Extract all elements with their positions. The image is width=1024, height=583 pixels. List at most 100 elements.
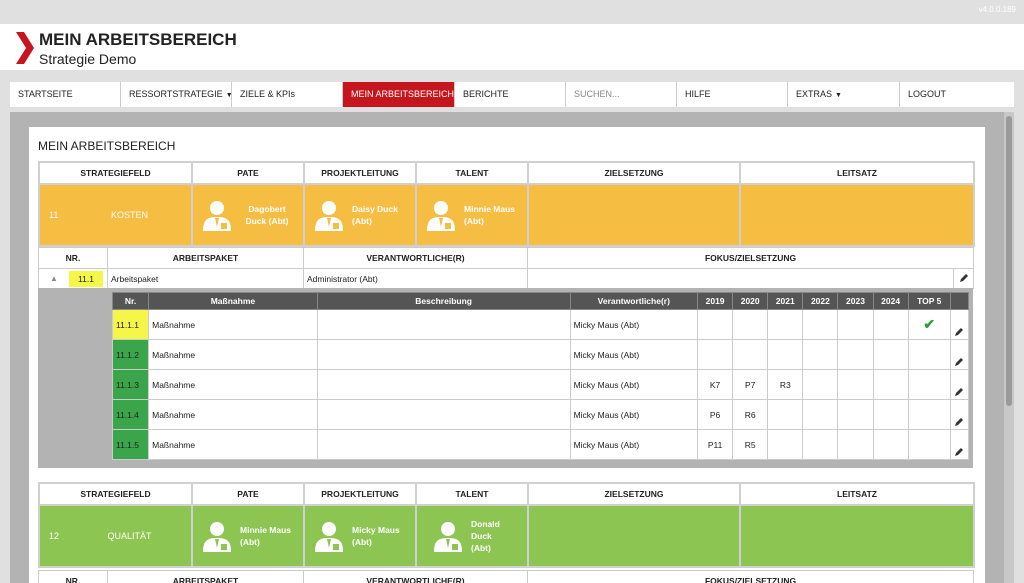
edit-button[interactable] [949, 399, 970, 430]
measure-header-year: 2024 [872, 292, 909, 310]
nav-mein-arbeitsbereich[interactable]: MEIN ARBEITSBEREICH [343, 82, 455, 107]
leitsatz-cell [739, 504, 975, 568]
strategy-field-name: QUALITÄT [107, 531, 152, 541]
edit-button[interactable] [949, 429, 970, 460]
measure-year-2022 [802, 399, 839, 430]
measure-year-2024 [872, 399, 909, 430]
scrollbar[interactable] [1004, 112, 1014, 583]
measure-name: Maßnahme [148, 429, 318, 460]
measure-year-2019: P11 [697, 429, 734, 460]
projektleitung-cell: Daisy Duck (Abt) [303, 183, 417, 247]
leitsatz-cell [739, 183, 975, 247]
projektleitung-cell: Micky Maus (Abt) [303, 504, 417, 568]
measure-owner: Micky Maus (Abt) [569, 309, 699, 340]
header-nr: NR. [38, 247, 108, 269]
measure-row[interactable]: 11.1.2 Maßnahme Micky Maus (Abt) [111, 339, 970, 370]
nav-ziele-kpis[interactable]: ZIELE & KPIs [232, 82, 343, 107]
nav-berichte[interactable]: BERICHTE [455, 82, 566, 107]
nav-extras[interactable]: EXTRAS ▼ [788, 82, 900, 107]
main-nav: STARTSEITE RESSORTSTRATEGIE ▼ ZIELE & KPI… [10, 82, 1014, 107]
header-projektleitung: PROJEKTLEITUNG [303, 482, 417, 506]
measure-header-edit [949, 292, 970, 310]
check-icon: ✔ [923, 316, 936, 332]
measure-row[interactable]: 11.1.5 Maßnahme Micky Maus (Abt) P11 R5 [111, 429, 970, 460]
caret-up-icon[interactable]: ▲ [50, 274, 58, 283]
measures-table: Nr. Maßnahme Beschreibung Verantwortlich… [111, 292, 970, 460]
work-package-table: NR. ARBEITSPAKET VERANTWORTLICHE(R) FOKU… [38, 570, 975, 583]
header-strategiefeld: STRATEGIEFELD [38, 161, 193, 185]
measure-owner: Micky Maus (Abt) [569, 429, 699, 460]
measure-nr: 11.1.3 [111, 369, 150, 400]
measure-row[interactable]: 11.1.4 Maßnahme Micky Maus (Abt) P6 R6 [111, 399, 970, 430]
measure-year-2019 [697, 339, 734, 370]
measure-year-2019: K7 [697, 369, 734, 400]
measure-top5: ✔ [907, 309, 951, 340]
measure-year-2023 [837, 369, 874, 400]
measure-header-year: 2023 [837, 292, 874, 310]
measure-top5 [907, 429, 951, 460]
header-leitsatz: LEITSATZ [739, 161, 975, 185]
measure-year-2019: P6 [697, 399, 734, 430]
person-icon [315, 522, 343, 552]
nav-ressortstrategie[interactable]: RESSORTSTRATEGIE ▼ [121, 82, 232, 107]
work-package-row[interactable]: ▲ 11.1 Arbeitspaket Administrator (Abt) [38, 268, 975, 289]
edit-button[interactable] [952, 268, 975, 289]
measure-name: Maßnahme [148, 309, 318, 340]
edit-button[interactable] [949, 369, 970, 400]
nav-logout[interactable]: LOGOUT [908, 89, 947, 99]
panel-title: MEIN ARBEITSBEREICH [38, 139, 176, 153]
measure-year-2023 [837, 309, 874, 340]
strategy-field-nr: 11 [49, 210, 59, 220]
measure-header-year: 2020 [732, 292, 769, 310]
nav-startseite[interactable]: STARTSEITE [10, 82, 121, 107]
nav-hilfe[interactable]: HILFE [677, 82, 788, 107]
top-bar: v4.0.0.189 [0, 0, 1024, 24]
measure-year-2024 [872, 309, 909, 340]
header-projektleitung: PROJEKTLEITUNG [303, 161, 417, 185]
header-pate: PATE [191, 482, 305, 506]
person-icon [434, 522, 462, 552]
measure-header-verantwortliche: Verantwortliche(r) [569, 292, 699, 310]
work-package-owner: Administrator (Abt) [303, 268, 528, 289]
measure-owner: Micky Maus (Abt) [569, 369, 699, 400]
measure-top5 [907, 339, 951, 370]
measure-header-year: 2022 [802, 292, 839, 310]
measure-year-2020: P7 [732, 369, 769, 400]
measure-name: Maßnahme [148, 399, 318, 430]
measure-year-2023 [837, 399, 874, 430]
pencil-icon [955, 328, 964, 336]
strategy-field-cell[interactable]: 11 KOSTEN [38, 183, 193, 247]
measure-nr: 11.1.5 [111, 429, 150, 460]
pate-name: Dagobert Duck (Abt) [245, 204, 289, 226]
measure-year-2019 [697, 309, 734, 340]
search-input[interactable]: SUCHEN... [566, 82, 677, 107]
talent-cell: Donald Duck (Abt) [415, 504, 529, 568]
measure-year-2022 [802, 369, 839, 400]
work-package-nr: 11.1 [69, 270, 103, 287]
measure-row[interactable]: 11.1.1 Maßnahme Micky Maus (Abt) ✔ [111, 309, 970, 340]
app-title: MEIN ARBEITSBEREICH [39, 30, 237, 49]
measure-description [316, 399, 571, 430]
measure-year-2020: R6 [732, 399, 769, 430]
measure-header-year: 2019 [697, 292, 734, 310]
measure-name: Maßnahme [148, 339, 318, 370]
header-talent: TALENT [415, 161, 529, 185]
header-strategiefeld: STRATEGIEFELD [38, 482, 193, 506]
header-pate: PATE [191, 161, 305, 185]
measure-description [316, 369, 571, 400]
edit-button[interactable] [949, 339, 970, 370]
header-leitsatz: LEITSATZ [739, 482, 975, 506]
edit-button[interactable] [949, 309, 970, 340]
header-verantwortliche: VERANTWORTLICHE(R) [303, 570, 528, 583]
scrollbar-thumb[interactable] [1006, 116, 1012, 406]
measure-year-2020: R5 [732, 429, 769, 460]
measure-year-2020 [732, 339, 769, 370]
strategy-field-cell[interactable]: 12 QUALITÄT [38, 504, 193, 568]
measure-year-2021 [767, 339, 804, 370]
pate-cell: Minnie Maus (Abt) [191, 504, 305, 568]
chevron-logo-icon [16, 32, 34, 64]
work-package-fokus [527, 268, 954, 289]
measure-row[interactable]: 11.1.3 Maßnahme Micky Maus (Abt) K7 P7 R… [111, 369, 970, 400]
measure-header-year: 2021 [767, 292, 804, 310]
measure-year-2021: R3 [767, 369, 804, 400]
